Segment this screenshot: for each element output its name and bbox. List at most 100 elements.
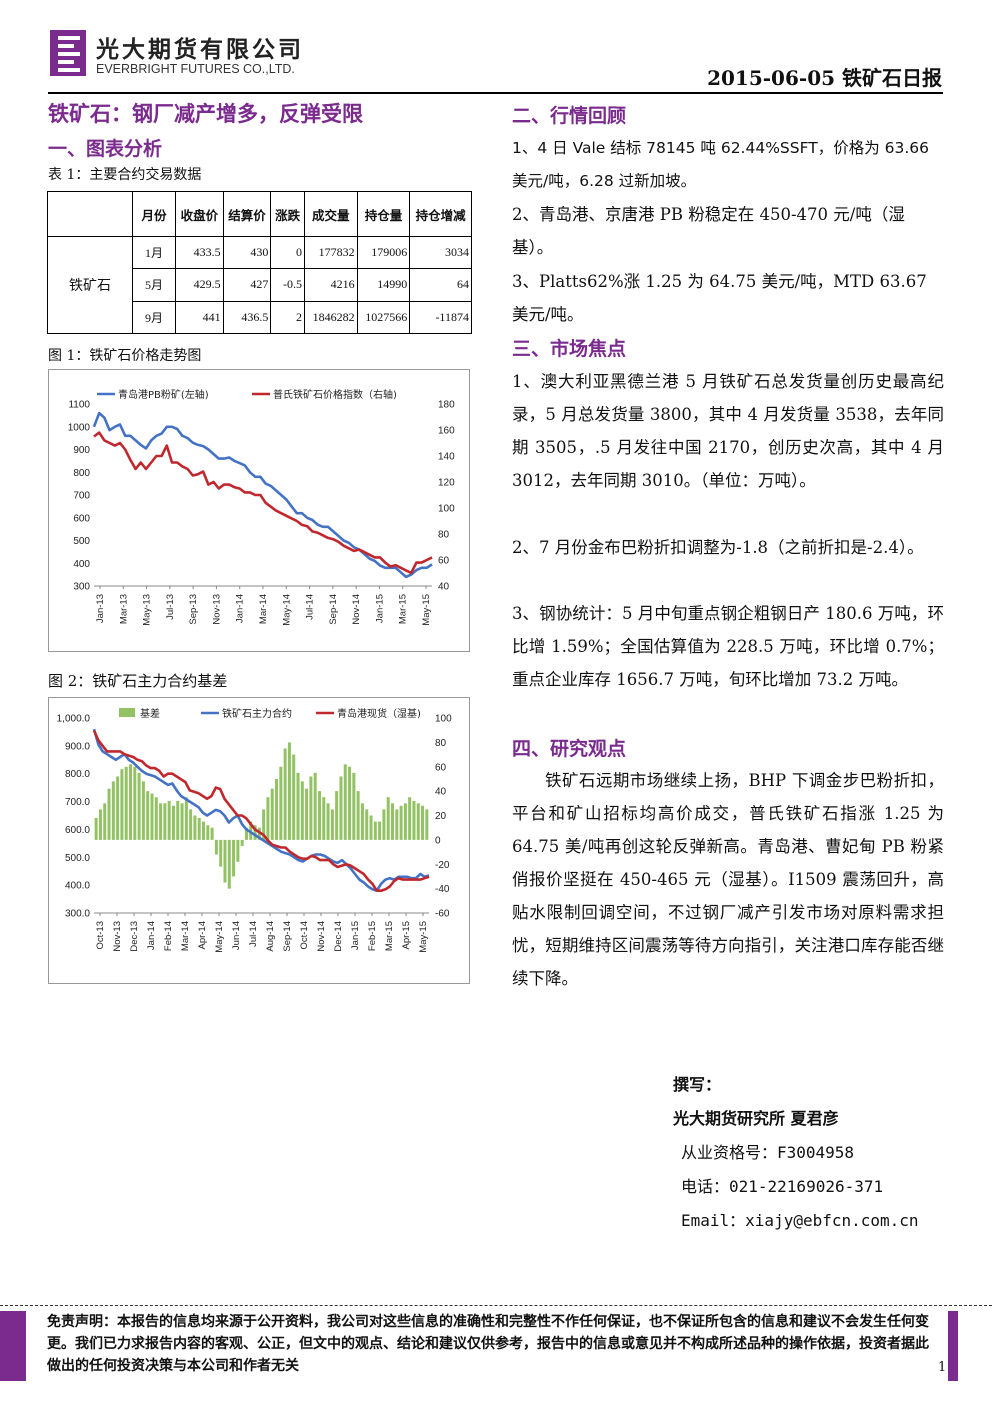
x-tick-label: Jun-14 [231,921,242,950]
basis-bar [266,797,270,840]
x-tick-label: Feb-15 [367,921,378,951]
series-line [93,431,433,575]
basis-bar [223,839,227,883]
y-right-tick-label: 40 [435,787,447,798]
basis-bar [154,797,158,840]
basis-bar [163,803,167,840]
y-right-tick-label: 80 [438,530,450,541]
x-tick-label: Sep-13 [188,594,199,625]
basis-bar [399,805,403,840]
basis-bar [378,821,382,840]
x-tick-label: May-14 [281,594,292,626]
footer-divider [0,1305,992,1306]
basis-bar [159,803,163,840]
table-header-cell [47,191,133,237]
company-name-en: EVERBRIGHT FUTURES CO.,LTD. [96,62,295,76]
basis-bar [382,809,386,840]
basis-bar [305,788,309,840]
section-heading-market-review: 二、行情回顾 [512,105,627,127]
x-tick-label: May-15 [418,921,429,953]
y-left-tick-label: 1,000.0 [57,714,91,725]
basis-bar [202,821,206,840]
basis-bar [150,793,154,840]
x-tick-label: Mar-15 [398,594,409,624]
y-right-tick-label: 20 [435,811,447,822]
basis-bar [360,803,364,840]
basis-bar [133,766,137,840]
y-right-tick-label: 180 [438,400,455,411]
basis-bar [386,797,390,840]
basis-bar [167,800,171,840]
table-caption: 表 1：主要合约交易数据 [48,167,202,183]
x-tick-label: Dec-14 [333,921,344,952]
series-line [92,729,430,892]
legend-swatch [119,708,135,717]
basis-bar [180,803,184,840]
table-cell: 3034 [409,235,472,270]
table-row-label: 铁矿石 [47,236,133,334]
basis-bar [171,805,175,840]
y-right-tick-label: 60 [438,556,450,567]
basis-bar [197,817,201,840]
x-tick-label: May-14 [214,921,225,953]
basis-bar [416,803,420,840]
basis-bar [94,817,98,840]
author-email[interactable]: Email：xiajy@ebfcn.com.cn [681,1211,919,1230]
x-tick-label: Jan-14 [146,921,157,950]
y-right-tick-label: 100 [438,504,455,515]
basis-bar [275,778,279,840]
basis-bar [322,797,326,840]
basis-bar [356,791,360,840]
basis-bar [193,815,197,840]
basis-bar [335,791,339,840]
table-cell: 9月 [132,300,176,335]
basis-bar [257,827,261,840]
author-license: 从业资格号：F3004958 [681,1143,855,1162]
legend-label: 青岛港现货（湿基) [337,707,421,720]
series-line [92,411,433,579]
x-tick-label: Aug-14 [265,921,276,952]
basis-bar [253,825,257,840]
basis-bar [107,788,111,840]
table-cell: 436.5 [222,300,272,335]
table-cell: 441 [175,300,224,335]
y-right-tick-label: -60 [435,909,450,920]
main-title: 铁矿石：钢厂减产增多，反弹受限 [48,101,363,126]
table-cell: 430 [222,235,272,270]
research-view-text: 铁矿石远期市场继续上扬，BHP 下调金步巴粉折扣，平台和矿山招标均高价成交，普氏… [512,771,944,988]
table-cell: 5月 [132,268,176,302]
section-heading-chart-analysis: 一、图表分析 [48,138,163,160]
legend-label: 普氏铁矿石价格指数（右轴) [273,388,397,401]
basis-bar [403,803,407,840]
table-header-cell: 收盘价 [175,191,224,237]
basis-bar [103,803,107,840]
basis-bar [421,805,425,840]
basis-bar [287,742,291,840]
y-left-tick-label: 500 [73,536,90,547]
disclaimer: 免责声明：本报告的信息均来源于公开资料，我公司对这些信息的准确性和完整性不作任何… [47,1314,929,1374]
y-right-tick-label: -20 [435,860,450,871]
table-cell: 433.5 [175,235,224,270]
basis-bar [184,797,188,840]
table-cell: 179006 [356,235,411,270]
x-tick-label: Oct-14 [299,921,310,950]
x-tick-label: May-15 [421,594,432,626]
author-block: 撰写： 光大期货研究所 夏君彦 从业资格号：F3004958 电话：021-22… [673,1068,919,1238]
basis-bar [111,781,115,840]
y-right-tick-label: 140 [438,452,455,463]
table-cell: -0.5 [270,268,305,302]
x-tick-label: Nov-13 [112,921,123,952]
basis-bar [330,809,334,840]
y-left-tick-label: 400 [73,559,90,570]
basis-bar [189,809,193,840]
basis-bar [262,809,266,840]
author-phone: 电话：021-22169026-371 [681,1177,884,1196]
x-tick-label: Apr-14 [197,921,208,950]
section-heading-market-focus: 三、市场焦点 [512,338,627,360]
series-line [92,728,430,892]
x-tick-label: Mar-14 [180,921,191,951]
x-tick-label: Mar-15 [384,921,395,951]
basis-bar [98,809,102,840]
table-row: 铁矿石 1月 433.5 430 0 177832 179006 3034 [47,235,472,334]
review-item-3: 3、Platts62%涨 1.25 为 64.75 美元/吨，MTD 63.67… [512,272,927,324]
